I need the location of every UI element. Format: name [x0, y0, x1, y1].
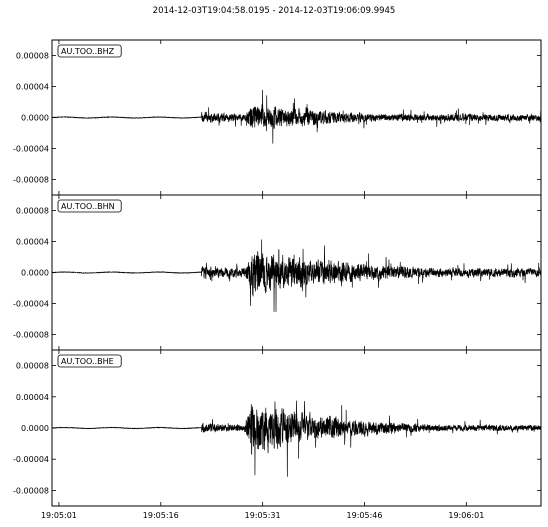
trace-panel-1: 0.00008 0.00004 0.0000 -0.00004 -0.00008 AU.T… [13, 39, 542, 196]
y-tick-label: 0.0000 [21, 114, 49, 123]
trace-panel-3: 0.00008 0.00004 0.0000 -0.00004 -0.00008 AU.T… [13, 349, 542, 507]
y-tick-label: 0.0000 [21, 269, 49, 278]
y-tick-label: -0.00004 [13, 455, 49, 464]
x-tick-label: 19:05:31 [245, 511, 281, 520]
y-tick-label: -0.00004 [13, 300, 49, 309]
trace-label: AU.TOO..BHE [61, 357, 114, 366]
trace-label-box [57, 44, 122, 58]
y-tick-label: 0.00004 [16, 83, 49, 92]
trace-label: AU.TOO..BHZ [61, 47, 115, 56]
y-tick-label: 0.00008 [16, 362, 49, 371]
trace-label: AU.TOO..BHN [61, 202, 115, 211]
x-tick-label: 19:05:16 [143, 511, 179, 520]
waveform-line [52, 239, 541, 312]
trace-panel-2: 0.00008 0.00004 0.0000 -0.00004 -0.00008 AU.T… [13, 194, 542, 351]
trace-label-box [57, 199, 122, 213]
x-tick-label: 19:05:46 [347, 511, 383, 520]
trace-label-box [57, 354, 122, 368]
y-tick-label: 0.00008 [16, 52, 49, 61]
y-tick-label: 0.00004 [16, 393, 49, 402]
y-tick-label: -0.00004 [13, 145, 49, 154]
y-tick-label: 0.0000 [21, 424, 49, 433]
waveform-line [52, 89, 541, 144]
waveform-line [52, 400, 541, 477]
x-tick-label: 19:05:01 [41, 511, 77, 520]
y-tick-label: -0.00008 [13, 331, 49, 340]
y-tick-label: -0.00008 [13, 486, 49, 495]
y-tick-label: 0.00008 [16, 207, 49, 216]
y-tick-label: -0.00008 [13, 176, 49, 185]
x-tick-label: 19:06:01 [448, 511, 484, 520]
chart-title: 2014-12-03T19:04:58.0195 - 2014-12-03T19… [152, 6, 396, 16]
y-tick-label: 0.00004 [16, 238, 49, 247]
